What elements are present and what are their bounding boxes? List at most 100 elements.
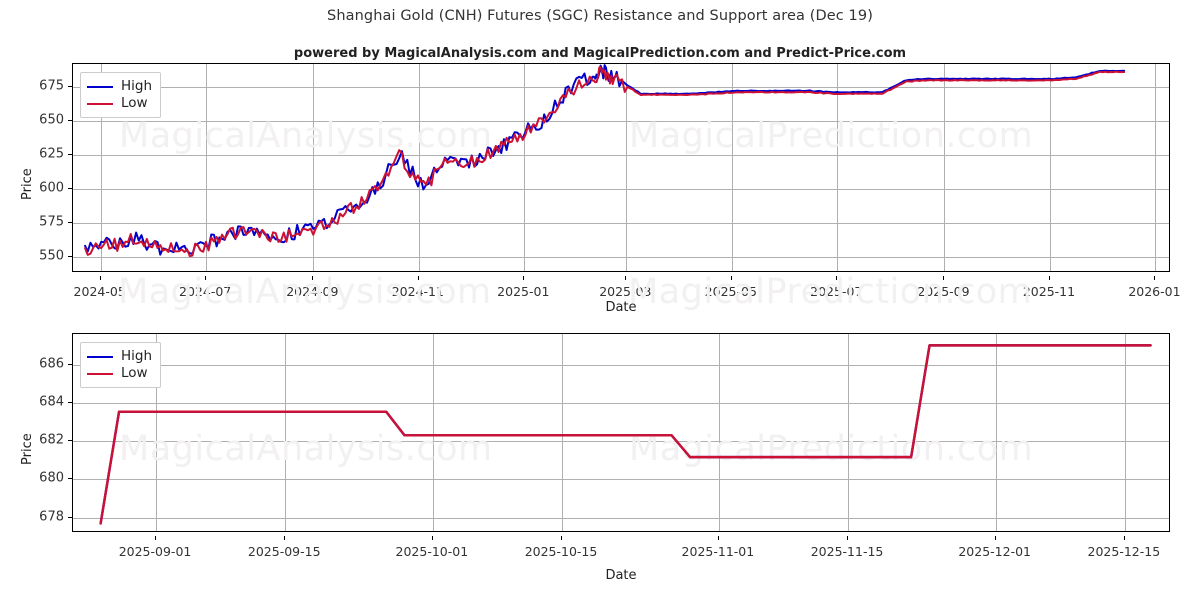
y-axis-tick-mark <box>68 478 72 480</box>
plot-area-overview: MagicalAnalysis.com MagicalPrediction.co… <box>72 63 1170 272</box>
y-axis-tick-label: 682 <box>39 432 64 448</box>
legend-entry-low[interactable]: Low <box>87 95 152 112</box>
page-title: Shanghai Gold (CNH) Futures (SGC) Resist… <box>327 8 873 24</box>
legend-entry-low-detail[interactable]: Low <box>87 365 152 382</box>
x-axis-tick-label: 2025-09-01 <box>118 544 192 559</box>
gridline-vertical <box>100 64 102 271</box>
y-axis-tick-mark <box>68 221 72 223</box>
legend-swatch-high-icon <box>87 85 113 88</box>
y-axis-tick-label: 650 <box>39 112 64 128</box>
legend-swatch-high-icon <box>87 355 113 358</box>
x-axis-tick-mark <box>561 536 563 540</box>
y-axis-tick-mark <box>68 440 72 442</box>
gridline-vertical <box>848 334 850 531</box>
x-axis-tick-label: 2025-12-01 <box>958 544 1032 559</box>
x-axis-tick-label: 2025-09 <box>917 284 970 299</box>
series-line-low <box>85 67 1124 256</box>
legend-overview[interactable]: High Low <box>80 72 162 118</box>
gridline-horizontal <box>73 222 1169 224</box>
x-axis-tick-mark <box>205 276 207 280</box>
x-axis-tick-label: 2025-10-15 <box>524 544 598 559</box>
gridline-horizontal <box>73 402 1169 404</box>
gridline-vertical <box>418 64 420 271</box>
gridline-horizontal <box>73 154 1169 156</box>
y-axis-tick-mark <box>68 255 72 257</box>
y-axis-tick-mark <box>68 86 72 88</box>
x-axis-tick-label: 2024-07 <box>179 284 232 299</box>
x-axis-tick-label: 2025-11-01 <box>681 544 755 559</box>
y-axis-tick-label: 675 <box>39 78 64 94</box>
x-axis-tick-label: 2025-12-15 <box>1087 544 1161 559</box>
x-axis-tick-label: 2025-09-15 <box>247 544 321 559</box>
x-axis-tick-mark <box>730 276 732 280</box>
gridline-vertical <box>1124 334 1126 531</box>
x-axis-tick-mark <box>417 276 419 280</box>
gridline-vertical <box>524 64 526 271</box>
x-axis-label-bottom: Date <box>605 568 637 583</box>
y-axis-tick-mark <box>68 120 72 121</box>
legend-entry-high-detail[interactable]: High <box>87 348 152 365</box>
x-axis-tick-mark <box>284 536 286 540</box>
y-axis-tick-label: 686 <box>39 356 64 372</box>
x-axis-tick-label: 2024-09 <box>286 284 339 299</box>
plot-area-detail: MagicalAnalysis.com MagicalPrediction.co… <box>72 333 1170 532</box>
gridline-vertical <box>731 64 733 271</box>
x-axis-tick-label: 2025-05 <box>704 284 757 299</box>
legend-label-high: High <box>121 78 153 94</box>
y-axis-tick-mark <box>68 363 72 365</box>
y-axis-tick-label: 550 <box>39 248 64 264</box>
x-axis-tick-label: 2025-11 <box>1022 284 1076 299</box>
series-canvas-overview <box>73 64 1169 271</box>
x-axis-label-top: Date <box>605 300 637 315</box>
gridline-vertical <box>156 334 158 531</box>
x-axis-tick-mark <box>1154 276 1156 280</box>
x-axis-tick-label: 2025-10-01 <box>395 544 469 559</box>
gridline-horizontal <box>73 441 1169 443</box>
x-axis-tick-label: 2025-11-15 <box>810 544 884 559</box>
gridline-horizontal <box>73 256 1169 258</box>
x-axis-tick-mark <box>312 276 314 280</box>
x-axis-tick-label: 2024-05 <box>73 284 126 299</box>
gridline-vertical <box>626 64 628 271</box>
x-axis-tick-label: 2025-07 <box>810 284 863 299</box>
gridline-vertical <box>285 334 287 531</box>
x-axis-tick-mark <box>155 536 157 540</box>
gridline-vertical <box>432 334 434 531</box>
gridline-vertical <box>718 334 720 531</box>
gridline-vertical <box>837 64 839 271</box>
x-axis-tick-mark <box>625 276 627 280</box>
gridline-vertical <box>1155 64 1157 271</box>
y-axis-tick-label: 575 <box>39 214 64 230</box>
x-axis-tick-mark <box>943 276 945 280</box>
series-line-low <box>101 345 1151 523</box>
x-axis-tick-mark <box>1048 276 1050 280</box>
y-axis-tick-mark <box>68 401 72 403</box>
gridline-horizontal <box>73 121 1169 122</box>
legend-entry-high[interactable]: High <box>87 78 152 95</box>
y-axis-tick-label: 678 <box>39 509 64 525</box>
y-axis-tick-label: 680 <box>39 470 64 486</box>
legend-label-low-detail: Low <box>121 365 148 381</box>
gridline-vertical <box>944 64 946 271</box>
y-axis-tick-label: 684 <box>39 394 64 410</box>
y-axis-tick-label: 625 <box>39 146 64 162</box>
x-axis-tick-mark <box>523 276 525 280</box>
x-axis-tick-mark <box>847 536 849 540</box>
x-axis-tick-mark <box>717 536 719 540</box>
gridline-horizontal <box>73 479 1169 481</box>
gridline-horizontal <box>73 188 1169 190</box>
y-axis-tick-mark <box>68 187 72 189</box>
gridline-vertical <box>1049 64 1051 271</box>
legend-label-low: Low <box>121 95 148 111</box>
x-axis-tick-mark <box>994 536 996 540</box>
series-line-high <box>85 65 1124 255</box>
x-axis-tick-label: 2025-03 <box>599 284 652 299</box>
gridline-vertical <box>562 334 564 531</box>
gridline-vertical <box>995 334 997 531</box>
gridline-horizontal <box>73 364 1169 366</box>
legend-swatch-low-icon <box>87 372 113 375</box>
legend-swatch-low-icon <box>87 102 113 105</box>
legend-detail[interactable]: High Low <box>80 342 162 388</box>
gridline-vertical <box>313 64 315 271</box>
